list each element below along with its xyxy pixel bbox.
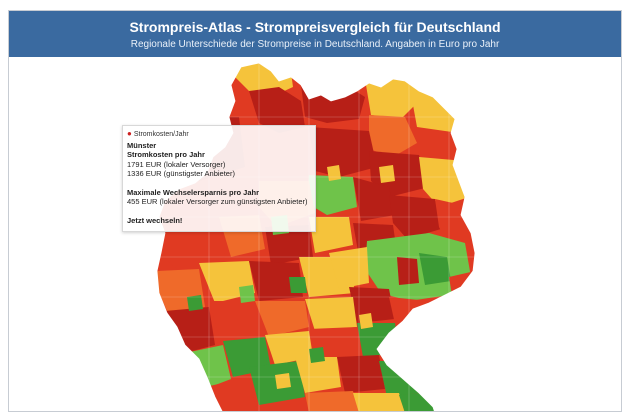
region-patch-5[interactable] [327, 165, 341, 181]
region-patch-3[interactable] [289, 277, 307, 293]
region-rostock[interactable] [365, 79, 419, 119]
region-augsburg[interactable] [337, 355, 385, 393]
region-braunschweig[interactable] [353, 177, 395, 221]
region-koblenz[interactable] [209, 301, 261, 343]
tooltip-city: Münster [127, 140, 157, 150]
series-dot-icon: ● [127, 129, 132, 138]
region-wuerzburg-yellow[interactable] [305, 297, 357, 331]
region-patch-6[interactable] [379, 165, 395, 183]
tooltip-costs-heading: Stromkosten pro Jahr [127, 150, 205, 159]
region-mannheim-yellow[interactable] [265, 331, 313, 365]
map-svg[interactable] [9, 57, 622, 412]
region-hamburg-area[interactable] [301, 85, 365, 123]
region-ulm-yellow[interactable] [295, 357, 341, 393]
region-kassel-yellow[interactable] [309, 217, 353, 253]
region-tooltip: ● Stromkosten/Jahr Münster Stromkosten pr… [122, 125, 316, 232]
region-paderborn[interactable] [265, 225, 313, 265]
header-bar: Strompreis-Atlas - Strompreisvergleich f… [9, 11, 621, 57]
region-schleswig-south[interactable] [249, 87, 305, 133]
region-patch-4[interactable] [187, 295, 203, 311]
region-patch-8[interactable] [309, 347, 325, 363]
region-prignitz[interactable] [369, 151, 429, 197]
region-muenchen-yellow[interactable] [353, 393, 405, 412]
region-siegen[interactable] [249, 261, 303, 301]
germany-choropleth-map[interactable] [9, 57, 622, 412]
tooltip-local-provider: 1791 EUR (lokaler Versorger) [127, 159, 226, 169]
region-magdeburg[interactable] [389, 195, 441, 239]
tooltip-series-row: ● Stromkosten/Jahr [127, 129, 311, 140]
regions-layer[interactable] [149, 57, 489, 412]
strompreis-atlas-widget: Strompreis-Atlas - Strompreisvergleich f… [8, 10, 622, 412]
region-patch-2[interactable] [239, 285, 255, 303]
region-schwerin[interactable] [369, 115, 417, 157]
tooltip-series-label: Stromkosten/Jahr [133, 131, 189, 138]
page-subtitle: Regionale Unterschiede der Strompreise i… [130, 39, 500, 50]
region-saxony-green[interactable] [365, 233, 471, 301]
tooltip-savings-heading: Maximale Wechselersparnis pro Jahr [127, 187, 260, 197]
region-lueneburg[interactable] [309, 127, 377, 177]
region-frankfurt[interactable] [255, 301, 309, 337]
page-title: Strompreis-Atlas - Strompreisvergleich f… [129, 19, 501, 35]
region-leipzig[interactable] [397, 257, 419, 285]
region-allgaeu[interactable] [305, 391, 359, 412]
region-uckermark[interactable] [417, 127, 463, 167]
tooltip-cheapest-provider: 1336 EUR (günstigster Anbieter) [127, 169, 235, 178]
region-regensburg[interactable] [395, 333, 435, 365]
region-dresden-green[interactable] [419, 253, 451, 285]
region-trier[interactable] [165, 307, 215, 353]
region-hannover-green[interactable] [307, 175, 357, 215]
region-bayerwald-green[interactable] [413, 363, 453, 393]
switch-now-link[interactable]: Jetzt wechseln! [127, 215, 183, 225]
tooltip-savings-value: 455 EUR (lokaler Versorger zum günstigst… [127, 197, 308, 206]
region-patch-7[interactable] [359, 313, 373, 329]
region-erfurt[interactable] [349, 287, 395, 323]
region-thueringen-yellow[interactable] [329, 247, 369, 289]
region-patch-9[interactable] [275, 373, 291, 389]
